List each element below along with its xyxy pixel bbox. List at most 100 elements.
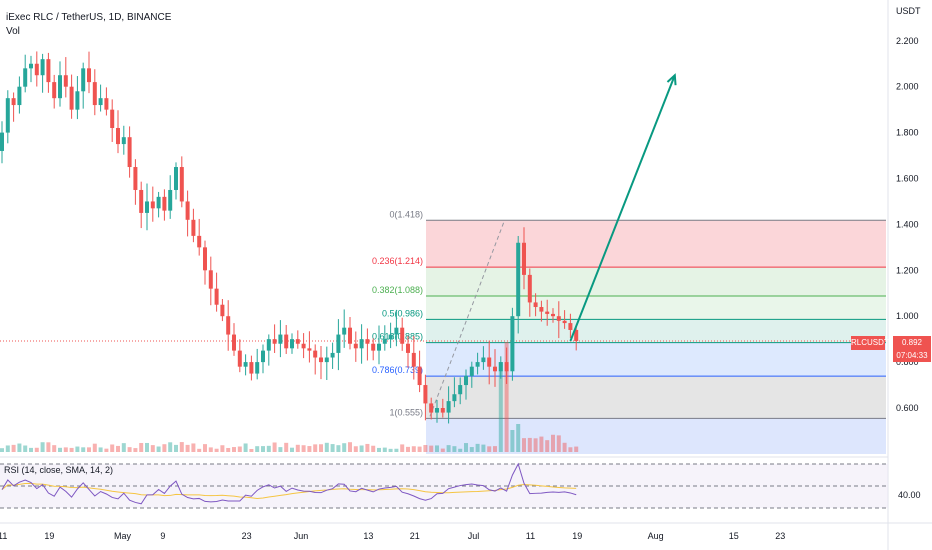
volume-bar [562,442,567,452]
candle-body [226,316,231,335]
candle-body [284,334,289,349]
volume-bar [336,445,341,452]
volume-bar [23,445,28,452]
candle-body [87,68,91,83]
candle-body [272,339,277,344]
price-tick-label: 0.800 [896,357,919,367]
date-tick-label: Jul [468,531,480,541]
volume-bar [493,446,497,452]
candle-body [533,302,538,308]
candle-body [69,86,74,110]
candle-body [174,167,178,190]
volume-bar [185,444,190,452]
volume-bar [197,448,202,452]
candle-body [539,307,544,312]
volume-bar [220,445,225,452]
volume-bar [556,435,561,452]
volume-bar [539,436,544,452]
candle-body [574,329,579,341]
candle-body [162,196,167,211]
volume-bar [63,447,68,452]
volume-bar [342,443,347,452]
volume-bar [284,442,289,452]
volume-bar [510,430,515,452]
volume-bar [330,444,335,452]
price-tick-label: 1.400 [896,219,919,229]
candle-body [417,366,422,386]
projection-arrow [569,74,676,342]
rsi-ma-line [1,482,577,499]
date-tick-label: 15 [729,531,739,541]
candle-body [52,82,57,99]
volume-bar [498,362,503,452]
candle-body [98,98,103,106]
date-tick-label: 11 [526,531,535,541]
fib-level-label: 0(1.418) [389,209,423,219]
candle-body [17,86,22,106]
volume-bar [377,447,381,452]
volume-bar [110,444,115,452]
fib-level-label: 1(0.555) [389,407,423,417]
volume-bar [446,445,451,452]
candle-body [545,311,550,314]
volume-bar [551,434,555,452]
candle-body [510,316,515,372]
candle-body [394,327,399,335]
volume-bar [516,424,521,452]
candle-body [214,288,219,305]
fib-level-label: 0.618(0.885) [372,332,423,342]
candle-body [324,357,329,363]
volume-bar [348,442,352,452]
price-tick-label: 0.600 [896,403,919,413]
candle-body [75,91,80,110]
candle-body [487,357,492,367]
fib-zone [426,296,886,320]
candle-body [516,242,521,317]
rsi-tick-label: 40.00 [898,490,921,500]
volume-bar [504,342,509,452]
volume-bar [307,446,312,452]
fib-level-label: 0.236(1.214) [372,256,423,266]
volume-bar [174,444,178,452]
candle-body [336,334,341,353]
candle-body [295,339,300,344]
candle-body [522,242,526,275]
volume-bar [58,447,62,452]
price-tick-label: 1.800 [896,128,919,138]
candle-body [400,327,405,344]
candle-body [319,357,323,363]
candle-body [446,401,451,413]
candle-body [423,385,428,404]
volume-bar [481,444,486,452]
candle-body [458,385,463,395]
candle-body [110,109,115,129]
volume-bar [301,445,306,452]
volume-bar [452,446,457,452]
fib-level-label: 0.382(1.088) [372,285,423,295]
volume-bar [34,447,39,452]
candle-body [493,366,497,372]
fib-zone [426,319,886,343]
current-price-tag: 0.892 07:04:33 [893,336,931,362]
volume-bar [191,443,196,452]
volume-bar [98,447,103,452]
candle-body [145,201,149,213]
fib-level-label: 0.5(0.986) [382,308,423,318]
candle-body [46,59,51,83]
candle-body [388,334,393,340]
candle-body [469,366,474,376]
volume-bar [168,442,173,452]
volume-bar [388,448,393,452]
date-tick-label: 21 [410,531,420,541]
candle-body [261,350,265,363]
candle-body [435,408,439,413]
volume-bar [162,444,167,452]
candle-body [92,82,97,106]
candle-body [81,68,86,92]
fib-zone [426,267,886,297]
date-tick-label: 23 [242,531,252,541]
candle-body [237,350,242,367]
volume-bar [232,447,236,452]
candle-body [365,339,370,344]
